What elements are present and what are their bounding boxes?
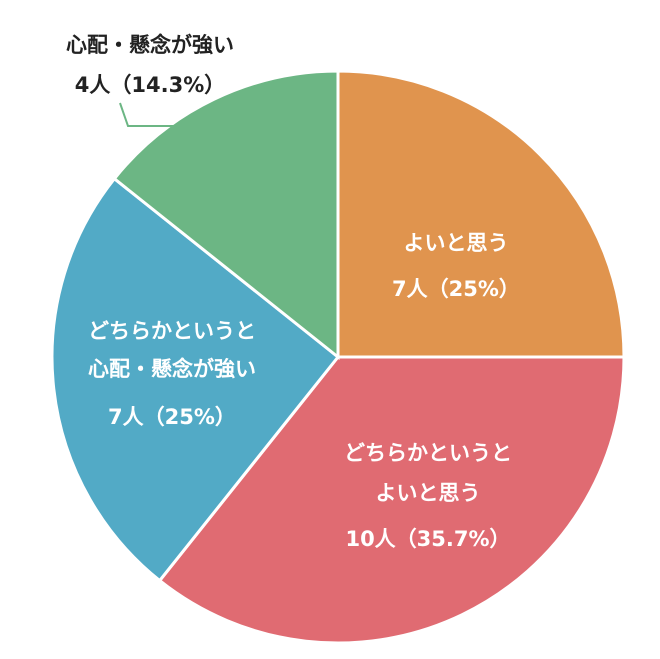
pie-slices [50, 69, 626, 645]
slice-name-label: どちらかというと [344, 441, 512, 465]
slice-value-label: 7人（25%） [392, 277, 520, 301]
slice-name-label: よいと思う [376, 481, 481, 505]
pie-labels: よいと思う7人（25%）どちらかというとよいと思う10人（35.7%）どちらかと… [66, 33, 520, 551]
slice-name-label: よいと思う [404, 231, 509, 255]
slice-value-label: 7人（25%） [108, 405, 236, 429]
slice-name-label: 心配・懸念が強い [66, 33, 234, 57]
pie-slice [157, 355, 626, 645]
slice-value-label: 10人（35.7%） [345, 527, 510, 551]
slice-value-label: 4人（14.3%） [75, 73, 225, 97]
pie-slice [50, 176, 341, 583]
pie-slice [336, 69, 626, 359]
label-leader-line [119, 102, 200, 127]
pie-slice [112, 69, 340, 361]
slice-name-label: 心配・懸念が強い [88, 357, 256, 381]
slice-name-label: どちらかというと [88, 319, 256, 343]
